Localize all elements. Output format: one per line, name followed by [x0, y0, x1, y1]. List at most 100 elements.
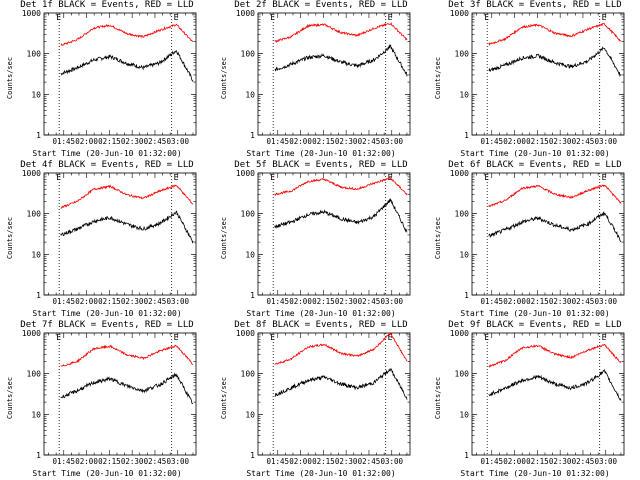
x-tick-label: 02:15: [526, 297, 549, 306]
plot-frame: [257, 12, 411, 136]
y-tick-label: 1000: [22, 329, 41, 338]
y-tick-label: 10: [31, 250, 41, 259]
y-axis-label: Counts/sec: [220, 376, 228, 420]
detector-panel: 1 10 100 1000 01:45 02:00 02:15 02:30 02:45 03:00…: [428, 320, 640, 480]
chart-svg: 1 10 100 1000 01:45 02:00 02:15 02:30 02:45 03:00…: [236, 169, 411, 306]
x-tick-label: 01:45: [52, 297, 75, 306]
y-tick-label: 10: [459, 410, 469, 419]
x-tick-label: 02:00: [75, 297, 98, 306]
x-tick-label: 02:00: [503, 297, 526, 306]
event-marker-label: E: [174, 333, 179, 342]
x-tick-label: 02:15: [312, 137, 335, 146]
x-tick-label: 02:30: [549, 137, 572, 146]
y-tick-label: 1000: [450, 9, 469, 18]
y-tick-label: 1: [36, 451, 41, 460]
y-tick-label: 1: [36, 131, 41, 140]
x-tick-label: 03:00: [166, 457, 189, 466]
y-tick-label: 10: [245, 250, 255, 259]
detector-panel: 1 10 100 1000 01:45 02:00 02:15 02:30 02:45 03:00…: [428, 0, 640, 160]
plot-frame: [257, 172, 411, 296]
x-tick-label: 02:30: [549, 297, 572, 306]
y-tick-label: 1000: [450, 169, 469, 178]
panel-title: Det 3f BLACK = Events, RED = LLD: [448, 0, 622, 10]
y-tick-label: 10: [459, 90, 469, 99]
x-tick-label: 02:00: [503, 137, 526, 146]
plot-frame: [257, 332, 411, 456]
x-tick-label: 02:45: [572, 137, 595, 146]
y-axis-label: Counts/sec: [6, 376, 14, 420]
x-tick-label: 02:45: [144, 297, 167, 306]
event-marker-label: E: [56, 333, 61, 342]
y-tick-label: 1000: [450, 329, 469, 338]
x-tick-label: 03:00: [380, 297, 403, 306]
panel-title: Det 4f BLACK = Events, RED = LLD: [20, 160, 194, 170]
chart-svg: 1 10 100 1000 01:45 02:00 02:15 02:30 02:45 03:00…: [450, 169, 625, 306]
y-tick-label: 100: [241, 370, 256, 379]
x-axis-label: Start Time (20-Jun-10 01:32:00): [460, 149, 610, 158]
x-tick-label: 02:30: [121, 457, 144, 466]
x-tick-label: 02:00: [289, 297, 312, 306]
y-tick-label: 10: [245, 410, 255, 419]
y-axis-label: Counts/sec: [434, 216, 442, 260]
plot-frame: [43, 172, 197, 296]
y-tick-label: 1000: [236, 9, 255, 18]
y-tick-label: 100: [455, 50, 470, 59]
chart-svg: 1 10 100 1000 01:45 02:00 02:15 02:30 02:45 03:00…: [22, 169, 197, 306]
x-tick-label: 02:30: [121, 137, 144, 146]
x-axis-label: Start Time (20-Jun-10 01:32:00): [32, 309, 182, 318]
x-tick-label: 02:00: [289, 137, 312, 146]
lld-series-line: [274, 176, 408, 196]
y-tick-label: 100: [27, 210, 42, 219]
x-tick-label: 01:45: [266, 297, 289, 306]
detector-panel: 1 10 100 1000 01:45 02:00 02:15 02:30 02:45 03:00…: [0, 320, 214, 480]
x-tick-label: 01:45: [480, 457, 503, 466]
plot-frame: [471, 12, 625, 136]
chart-svg: 1 10 100 1000 01:45 02:00 02:15 02:30 02:45 03:00…: [22, 9, 197, 146]
detector-panel: 1 10 100 1000 01:45 02:00 02:15 02:30 02:45 03:00…: [214, 320, 428, 480]
plot-frame: [43, 12, 197, 136]
x-tick-label: 01:45: [52, 137, 75, 146]
x-tick-label: 02:15: [312, 457, 335, 466]
detector-panel: 1 10 100 1000 01:45 02:00 02:15 02:30 02:45 03:00…: [214, 160, 428, 320]
x-tick-label: 02:00: [289, 457, 312, 466]
event-marker-label: E: [388, 333, 393, 342]
event-marker-label: E: [174, 173, 179, 182]
event-marker-label: E: [602, 333, 607, 342]
events-series-line: [274, 198, 408, 233]
lld-series-line: [488, 343, 622, 368]
x-tick-label: 02:45: [144, 457, 167, 466]
y-axis-label: Counts/sec: [434, 376, 442, 420]
x-axis-label: Start Time (20-Jun-10 01:32:00): [460, 469, 610, 478]
event-marker-label: E: [270, 173, 275, 182]
x-tick-label: 02:15: [526, 457, 549, 466]
plot-frame: [471, 332, 625, 456]
y-tick-label: 100: [241, 210, 256, 219]
detector-panel: 1 10 100 1000 01:45 02:00 02:15 02:30 02:45 03:00…: [214, 0, 428, 160]
x-tick-label: 03:00: [166, 137, 189, 146]
lld-series-line: [274, 21, 408, 43]
x-tick-label: 02:15: [312, 297, 335, 306]
y-axis-label: Counts/sec: [220, 216, 228, 260]
x-tick-label: 02:00: [75, 137, 98, 146]
panel-title: Det 8f BLACK = Events, RED = LLD: [234, 320, 408, 330]
x-tick-label: 02:45: [572, 457, 595, 466]
y-tick-label: 1000: [236, 169, 255, 178]
event-marker-label: E: [270, 333, 275, 342]
lld-series-line: [60, 344, 193, 367]
y-axis-label: Counts/sec: [6, 56, 14, 100]
y-axis-label: Counts/sec: [220, 56, 228, 100]
lld-series-line: [60, 184, 194, 209]
x-tick-label: 02:15: [98, 457, 121, 466]
y-tick-label: 1: [464, 451, 469, 460]
y-tick-label: 100: [27, 370, 42, 379]
event-marker-label: E: [56, 13, 61, 22]
y-axis-label: Counts/sec: [434, 56, 442, 100]
lld-series-line: [60, 23, 194, 46]
panel-title: Det 6f BLACK = Events, RED = LLD: [448, 160, 622, 170]
event-marker-label: E: [602, 13, 607, 22]
x-tick-label: 03:00: [380, 457, 403, 466]
events-series-line: [488, 211, 622, 243]
event-marker-label: E: [484, 333, 489, 342]
chart-svg: 1 10 100 1000 01:45 02:00 02:15 02:30 02:45 03:00…: [450, 9, 625, 146]
detector-panel: 1 10 100 1000 01:45 02:00 02:15 02:30 02:45 03:00…: [428, 160, 640, 320]
